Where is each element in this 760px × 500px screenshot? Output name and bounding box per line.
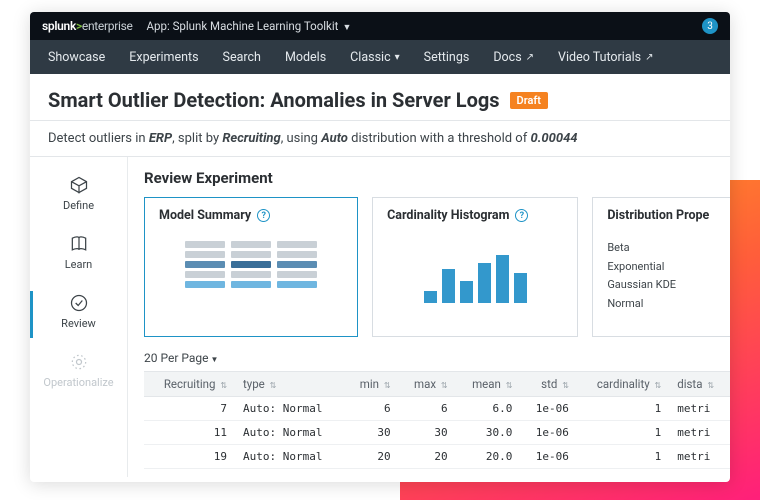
nav-video[interactable]: Video Tutorials↗ xyxy=(546,50,665,65)
nav-search[interactable]: Search xyxy=(211,50,273,65)
dist-row: Exponential xyxy=(607,258,716,277)
step-sidebar: Define Learn Review Operationalize xyxy=(30,157,128,477)
col-cardinality[interactable]: cardinality ⇅ xyxy=(577,372,669,397)
table-row[interactable]: 7Auto: Normal666.01e-061metri xyxy=(144,397,730,421)
chevron-down-icon: ▼ xyxy=(211,355,219,364)
page-size-selector[interactable]: 20 Per Page▼ xyxy=(144,337,730,371)
step-review[interactable]: Review xyxy=(30,285,127,344)
card-title: Distribution Prope xyxy=(607,208,709,223)
brand-suffix: enterprise xyxy=(82,19,133,33)
model-summary-grid xyxy=(159,241,343,288)
col-mean[interactable]: mean ⇅ xyxy=(456,372,521,397)
dist-row: Beta xyxy=(607,239,716,258)
topbar: splunk>enterprise App: Splunk Machine Le… xyxy=(30,12,730,40)
card-row: Model Summary? Cardinality Histogram? Di… xyxy=(144,197,730,337)
card-distribution[interactable]: Distribution Prope Beta Exponential Gaus… xyxy=(592,197,730,337)
status-badge: Draft xyxy=(510,92,548,109)
help-icon[interactable]: ? xyxy=(257,209,270,222)
chevron-down-icon: ▼ xyxy=(342,23,351,33)
col-Recruiting[interactable]: Recruiting ⇅ xyxy=(144,372,235,397)
section-title: Review Experiment xyxy=(144,169,730,187)
step-define[interactable]: Define xyxy=(30,167,127,226)
nav-experiments[interactable]: Experiments xyxy=(117,50,210,65)
col-std[interactable]: std ⇅ xyxy=(520,372,576,397)
card-model-summary[interactable]: Model Summary? xyxy=(144,197,358,337)
book-icon xyxy=(69,234,89,254)
results-table: Recruiting ⇅type ⇅min ⇅max ⇅mean ⇅std ⇅c… xyxy=(144,371,730,469)
main-panel: Review Experiment Model Summary? Cardina… xyxy=(128,157,730,477)
brand-logo[interactable]: splunk>enterprise xyxy=(42,19,133,33)
nav-docs[interactable]: Docs↗ xyxy=(481,50,546,65)
table-row[interactable]: 11Auto: Normal303030.01e-061metri xyxy=(144,421,730,445)
brand-prefix: splunk xyxy=(42,19,76,33)
notification-badge[interactable]: 3 xyxy=(702,18,718,34)
table-row[interactable]: 19Auto: Normal202020.01e-061metri xyxy=(144,445,730,469)
page-title: Smart Outlier Detection: Anomalies in Se… xyxy=(48,88,500,112)
help-icon[interactable]: ? xyxy=(515,209,528,222)
gear-icon xyxy=(69,352,89,372)
card-cardinality[interactable]: Cardinality Histogram? xyxy=(372,197,578,337)
step-label: Define xyxy=(63,199,94,212)
app-selector[interactable]: App: Splunk Machine Learning Toolkit▼ xyxy=(147,19,352,33)
step-learn[interactable]: Learn xyxy=(30,226,127,285)
card-title: Model Summary xyxy=(159,208,251,223)
card-title: Cardinality Histogram xyxy=(387,208,509,223)
external-link-icon: ↗ xyxy=(526,52,534,63)
check-circle-icon xyxy=(69,293,89,313)
main-nav: Showcase Experiments Search Models Class… xyxy=(30,40,730,74)
title-bar: Smart Outlier Detection: Anomalies in Se… xyxy=(30,74,730,121)
experiment-summary: Detect outliers in ERP, split by Recruit… xyxy=(30,121,730,157)
col-min[interactable]: min ⇅ xyxy=(345,372,399,397)
cube-icon xyxy=(69,175,89,195)
nav-classic[interactable]: Classic▾ xyxy=(338,50,412,65)
nav-showcase[interactable]: Showcase xyxy=(36,50,117,65)
app-label: App: Splunk Machine Learning Toolkit xyxy=(147,19,339,33)
distribution-list: Beta Exponential Gaussian KDE Normal xyxy=(607,239,716,314)
col-type[interactable]: type ⇅ xyxy=(235,372,345,397)
col-dista[interactable]: dista ⇅ xyxy=(669,372,730,397)
nav-settings[interactable]: Settings xyxy=(412,50,482,65)
col-max[interactable]: max ⇅ xyxy=(399,372,456,397)
step-label: Operationalize xyxy=(43,376,113,389)
dist-row: Gaussian KDE xyxy=(607,276,716,295)
step-operationalize[interactable]: Operationalize xyxy=(30,344,127,403)
external-link-icon: ↗ xyxy=(645,52,653,63)
chevron-down-icon: ▾ xyxy=(395,52,400,63)
cardinality-histogram xyxy=(387,251,563,303)
step-label: Learn xyxy=(65,258,93,271)
step-label: Review xyxy=(61,317,96,330)
nav-models[interactable]: Models xyxy=(273,50,338,65)
app-window: splunk>enterprise App: Splunk Machine Le… xyxy=(30,12,730,482)
dist-row: Normal xyxy=(607,295,716,314)
